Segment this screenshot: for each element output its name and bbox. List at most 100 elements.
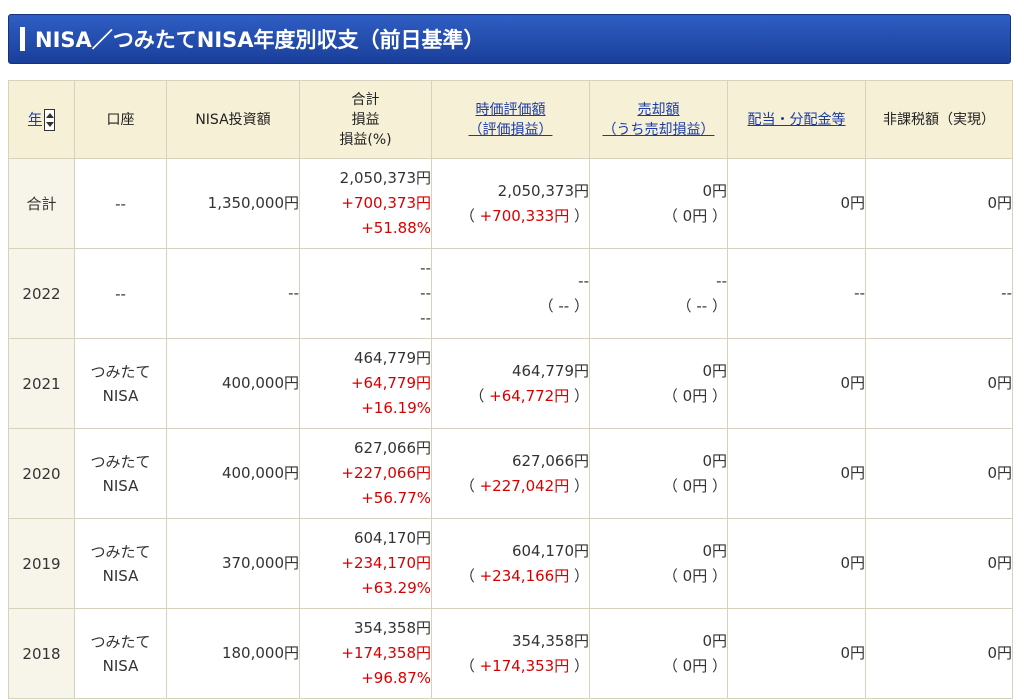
col-year[interactable]: 年 <box>8 80 75 159</box>
col-total-label: 合計 <box>351 91 380 108</box>
section-title: NISA／つみたてNISA年度別収支（前日基準） <box>35 28 485 52</box>
market-cell: 604,170円 （ +234,166円 ） <box>431 518 590 609</box>
total-gain: +227,066円 <box>341 464 431 482</box>
sale-gain: （ 0円 ） <box>662 656 727 675</box>
market-gain-link[interactable]: （評価損益） <box>468 121 553 138</box>
account-cell: つみたて NISA <box>74 428 167 519</box>
account-cell: -- <box>74 248 167 339</box>
market-gain: （ +174,353円 ） <box>459 656 589 675</box>
year-cell: 2022 <box>8 248 75 339</box>
total-gain: +174,358円 <box>341 644 431 662</box>
sale-gain: （ 0円 ） <box>662 566 727 585</box>
year-cell: 2021 <box>8 338 75 429</box>
taxfree-cell: 0円 <box>865 608 1013 699</box>
total-gain: -- <box>420 284 431 302</box>
market-gain: （ +227,042円 ） <box>459 476 589 495</box>
account-type: つみたて <box>90 632 151 651</box>
sort-toggle-icon[interactable] <box>44 108 55 131</box>
total-gain: +234,170円 <box>341 554 431 572</box>
year-cell: 2020 <box>8 428 75 519</box>
sale-cell: 0円 （ 0円 ） <box>589 518 728 609</box>
market-gain-amount: +700,333円 <box>479 206 570 225</box>
invest-cell: 370,000円 <box>166 518 300 609</box>
dividend-cell: 0円 <box>727 338 866 429</box>
year-cell: 合計 <box>8 158 75 249</box>
total-gain: +64,779円 <box>350 374 431 392</box>
total-value: 604,170円 <box>353 529 431 547</box>
col-account: 口座 <box>74 80 167 159</box>
total-value: 354,358円 <box>353 619 431 637</box>
market-value: 354,358円 <box>511 631 589 650</box>
sale-value: 0円 <box>702 361 727 380</box>
taxfree-cell: -- <box>865 248 1013 339</box>
market-value: 604,170円 <box>511 541 589 560</box>
dividend-cell: 0円 <box>727 158 866 249</box>
invest-cell: 400,000円 <box>166 338 300 429</box>
market-value: -- <box>578 271 589 290</box>
account-cell: つみたて NISA <box>74 608 167 699</box>
total-gain-pct: +16.19% <box>361 399 431 417</box>
sale-value: 0円 <box>702 451 727 470</box>
dividend-cell: 0円 <box>727 518 866 609</box>
taxfree-cell: 0円 <box>865 158 1013 249</box>
sale-cell: -- （ -- ） <box>589 248 728 339</box>
total-gain: +700,373円 <box>341 194 431 212</box>
year-sort-link[interactable]: 年 <box>28 111 42 128</box>
header-accent-bar <box>20 27 25 51</box>
account-type: つみたて <box>90 452 151 471</box>
total-cell: 354,358円 +174,358円 +96.87% <box>299 608 432 699</box>
account-cell: つみたて NISA <box>74 338 167 429</box>
col-dividend[interactable]: 配当・分配金等 <box>727 80 866 159</box>
table-row: 2019 つみたて NISA 370,000円 604,170円 +234,170円 +63… <box>8 518 1013 609</box>
market-gain-amount: +234,166円 <box>479 566 570 585</box>
col-sale[interactable]: 売却額 （うち売却損益） <box>589 80 728 159</box>
market-gain-amount: +64,772円 <box>489 386 570 405</box>
table-row: 2021 つみたて NISA 400,000円 464,779円 +64,779円 +16.… <box>8 338 1013 429</box>
sale-value: -- <box>716 271 727 290</box>
col-total-gain-label: 損益 <box>351 111 380 128</box>
sale-cell: 0円 （ 0円 ） <box>589 338 728 429</box>
table-row: 2018 つみたて NISA 180,000円 354,358円 +174,358円 +96… <box>8 608 1013 699</box>
total-value: -- <box>420 259 431 277</box>
total-gain-pct: +51.88% <box>361 219 431 237</box>
market-gain-amount: +174,353円 <box>479 656 570 675</box>
total-cell: 627,066円 +227,066円 +56.77% <box>299 428 432 519</box>
market-gain: （ +700,333円 ） <box>459 206 589 225</box>
taxfree-cell: 0円 <box>865 518 1013 609</box>
section-header: NISA／つみたてNISA年度別収支（前日基準） <box>8 14 1011 64</box>
col-total-pct-label: 損益(%) <box>339 131 392 148</box>
market-value: 464,779円 <box>511 361 589 380</box>
table-header-row: 年 口座 NISA投資額 合計 損益 損益(%) 時価評価額 （評価損益） 売却… <box>8 80 1013 159</box>
dividend-link[interactable]: 配当・分配金等 <box>747 111 846 128</box>
col-taxfree: 非課税額（実現） <box>865 80 1013 159</box>
taxfree-cell: 0円 <box>865 338 1013 429</box>
nisa-yearly-table: 年 口座 NISA投資額 合計 損益 損益(%) 時価評価額 （評価損益） 売却… <box>8 80 1013 699</box>
total-value: 464,779円 <box>353 349 431 367</box>
col-market[interactable]: 時価評価額 （評価損益） <box>431 80 590 159</box>
total-cell: 2,050,373円 +700,373円 +51.88% <box>299 158 432 249</box>
sale-amount-link[interactable]: 売却額 <box>637 101 680 118</box>
market-value: 2,050,373円 <box>497 181 589 200</box>
account-type: つみたて <box>90 542 151 561</box>
market-value-link[interactable]: 時価評価額 <box>475 101 546 118</box>
sale-gain-link[interactable]: （うち売却損益） <box>602 121 715 138</box>
total-cell: -- -- -- <box>299 248 432 339</box>
market-cell: 354,358円 （ +174,353円 ） <box>431 608 590 699</box>
sale-cell: 0円 （ 0円 ） <box>589 608 728 699</box>
market-cell: 627,066円 （ +227,042円 ） <box>431 428 590 519</box>
market-cell: 464,779円 （ +64,772円 ） <box>431 338 590 429</box>
invest-cell: 1,350,000円 <box>166 158 300 249</box>
market-gain: （ -- ） <box>538 296 589 315</box>
total-gain-pct: +56.77% <box>361 489 431 507</box>
account-type: つみたて <box>90 362 151 381</box>
account-type-sub: NISA <box>102 566 139 585</box>
sale-value: 0円 <box>702 541 727 560</box>
total-cell: 604,170円 +234,170円 +63.29% <box>299 518 432 609</box>
dividend-cell: 0円 <box>727 428 866 519</box>
invest-cell: 400,000円 <box>166 428 300 519</box>
account-type: -- <box>115 194 126 213</box>
table-row: 合計 -- 1,350,000円 2,050,373円 +700,373円 +51.88%… <box>8 158 1013 249</box>
total-gain-pct: +96.87% <box>361 669 431 687</box>
market-cell: -- （ -- ） <box>431 248 590 339</box>
sale-value: 0円 <box>702 181 727 200</box>
